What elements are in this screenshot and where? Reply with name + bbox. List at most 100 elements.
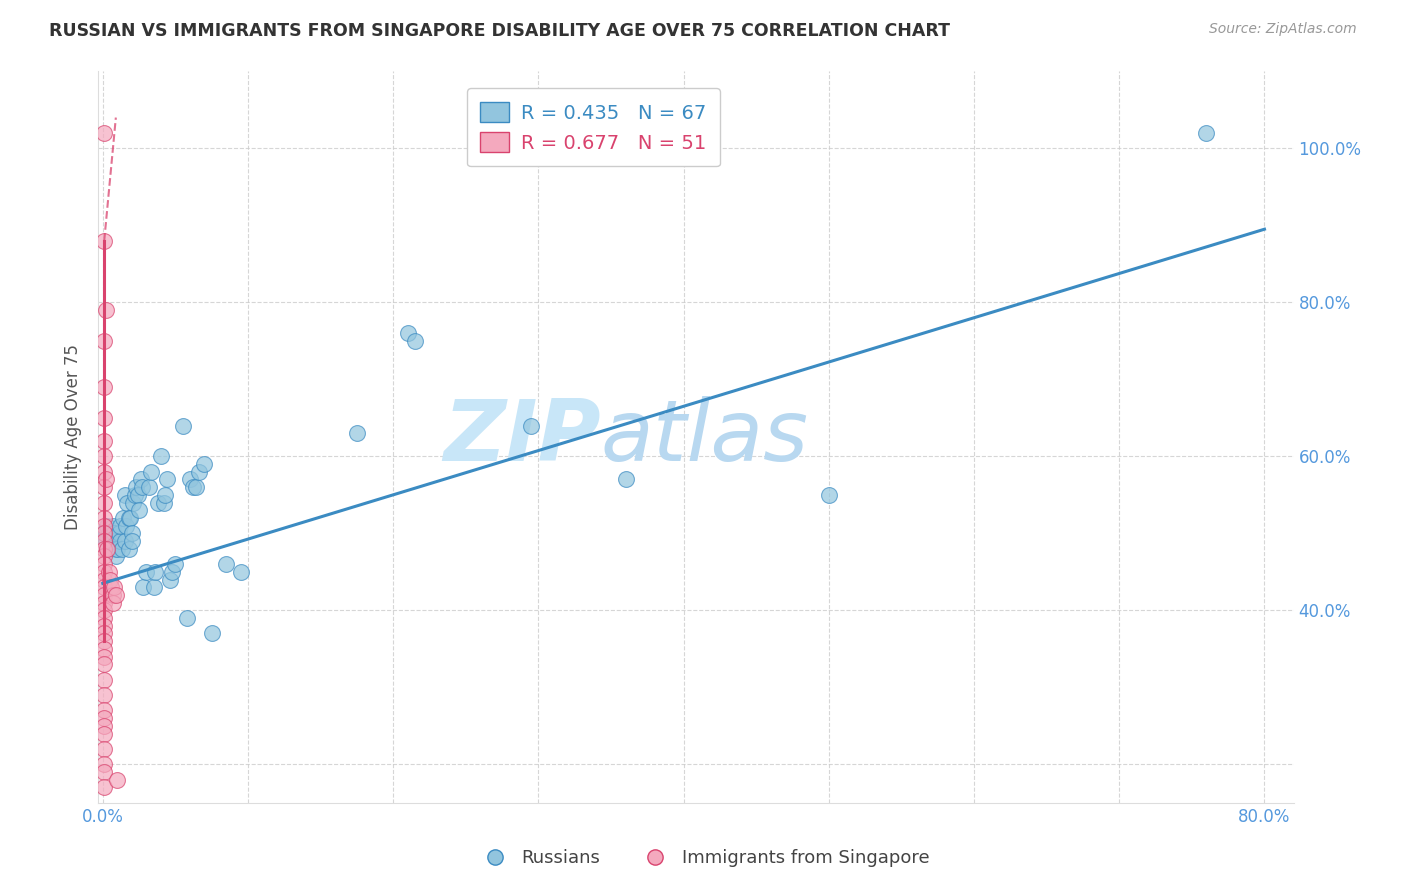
Point: [156, 472, 179, 486]
Point: [98, 541, 121, 556]
Legend: Russians, Immigrants from Singapore: Russians, Immigrants from Singapore: [470, 842, 936, 874]
Point: [100, 534, 122, 549]
Point: [193, 457, 215, 471]
Point: [93, 526, 115, 541]
Point: [93, 742, 115, 756]
Point: [105, 772, 128, 787]
Point: [128, 503, 150, 517]
Point: [229, 565, 252, 579]
Point: [97, 565, 120, 579]
Point: [112, 511, 135, 525]
Point: [187, 465, 209, 479]
Point: [93, 434, 115, 448]
Point: [93, 580, 115, 594]
Point: [93, 726, 115, 740]
Point: [93, 626, 115, 640]
Point: [176, 611, 198, 625]
Point: [93, 573, 115, 587]
Point: [101, 534, 124, 549]
Point: [103, 580, 125, 594]
Point: [94, 526, 117, 541]
Point: [96, 541, 118, 556]
Point: [159, 573, 181, 587]
Point: [120, 511, 142, 525]
Point: [93, 649, 115, 664]
Point: [93, 234, 115, 248]
Point: [131, 480, 153, 494]
Point: [98, 534, 121, 549]
Point: [105, 541, 128, 556]
Point: [114, 488, 136, 502]
Text: atlas: atlas: [600, 395, 808, 479]
Point: [818, 488, 841, 502]
Point: [162, 565, 184, 579]
Point: [93, 518, 115, 533]
Point: [107, 526, 129, 541]
Point: [93, 634, 115, 648]
Point: [108, 518, 131, 533]
Point: [179, 472, 201, 486]
Point: [101, 518, 124, 533]
Point: [346, 426, 368, 441]
Point: [104, 588, 127, 602]
Point: [93, 511, 115, 525]
Point: [96, 518, 118, 533]
Point: [201, 626, 224, 640]
Point: [93, 711, 115, 725]
Point: [215, 557, 238, 571]
Point: [127, 488, 149, 502]
Point: [104, 541, 127, 556]
Point: [114, 534, 136, 549]
Point: [138, 480, 160, 494]
Point: [96, 541, 118, 556]
Point: [93, 618, 115, 632]
Point: [149, 450, 172, 464]
Point: [103, 526, 125, 541]
Point: [101, 588, 124, 602]
Point: [520, 418, 543, 433]
Point: [117, 495, 139, 509]
Point: [93, 596, 115, 610]
Point: [614, 472, 637, 486]
Point: [94, 534, 117, 549]
Point: [93, 673, 115, 687]
Point: [152, 495, 174, 509]
Point: [135, 565, 157, 579]
Point: [98, 573, 121, 587]
Point: [146, 495, 169, 509]
Point: [93, 450, 115, 464]
Point: [94, 472, 117, 486]
Point: [121, 526, 143, 541]
Point: [93, 703, 115, 717]
Point: [93, 764, 115, 779]
Point: [118, 511, 141, 525]
Point: [124, 488, 146, 502]
Point: [139, 465, 162, 479]
Point: [93, 719, 115, 733]
Point: [93, 495, 115, 509]
Point: [118, 541, 141, 556]
Point: [93, 549, 115, 564]
Point: [132, 580, 155, 594]
Point: [172, 418, 194, 433]
Point: [93, 410, 115, 425]
Point: [93, 757, 115, 772]
Point: [93, 557, 115, 571]
Point: [115, 518, 138, 533]
Point: [125, 480, 148, 494]
Point: [93, 380, 115, 394]
Point: [93, 688, 115, 702]
Point: [104, 549, 127, 564]
Point: [93, 780, 115, 795]
Point: [396, 326, 419, 340]
Point: [143, 565, 166, 579]
Point: [108, 534, 131, 549]
Text: Source: ZipAtlas.com: Source: ZipAtlas.com: [1209, 22, 1357, 37]
Point: [93, 565, 115, 579]
Legend: R = 0.435   N = 67, R = 0.677   N = 51: R = 0.435 N = 67, R = 0.677 N = 51: [467, 88, 720, 167]
Point: [122, 495, 145, 509]
Point: [111, 541, 134, 556]
Point: [1195, 126, 1218, 140]
Point: [93, 526, 115, 541]
Point: [93, 603, 115, 617]
